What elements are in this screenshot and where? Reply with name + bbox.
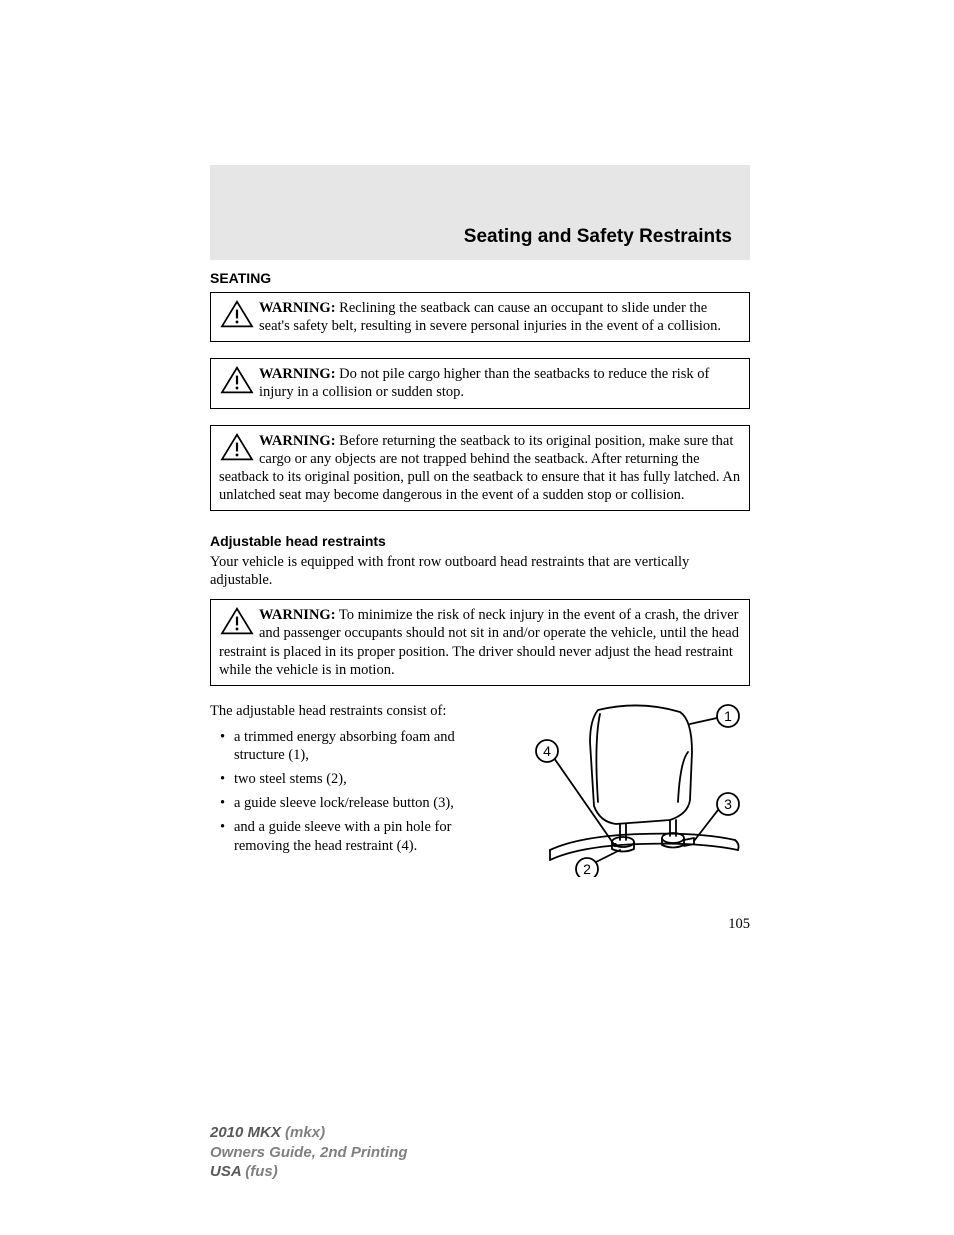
callout-2: 2 [583,861,591,877]
warning-label: WARNING: [259,607,336,623]
footer-line-1: 2010 MKX (mkx) [210,1123,408,1143]
subheading-head-restraints: Adjustable head restraints [210,533,750,549]
warning-triangle-icon [219,299,255,329]
footer-model: 2010 MKX [210,1124,285,1141]
parts-text-column: The adjustable head restraints consist o… [210,702,508,882]
section-heading-seating: SEATING [210,270,750,286]
warning-box: WARNING: To minimize the risk of neck in… [210,599,750,686]
head-restraint-diagram: 1 2 3 4 [520,702,750,877]
page-number: 105 [210,916,750,933]
page-content: Seating and Safety Restraints SEATING WA… [210,165,750,933]
warning-box: WARNING: Reclining the seatback can caus… [210,292,750,342]
list-item: two steel stems (2), [224,770,508,788]
head-restraints-intro: Your vehicle is equipped with front row … [210,553,750,589]
footer-line-2: Owners Guide, 2nd Printing [210,1143,408,1163]
list-item: a trimmed energy absorbing foam and stru… [224,728,508,764]
footer: 2010 MKX (mkx) Owners Guide, 2nd Printin… [210,1123,408,1182]
warning-box: WARNING: Do not pile cargo higher than t… [210,358,750,408]
warning-label: WARNING: [259,433,336,449]
list-item: a guide sleeve lock/release button (3), [224,794,508,812]
footer-region-code: (fus) [245,1163,278,1180]
warning-triangle-icon [219,365,255,395]
warning-triangle-icon [219,606,255,636]
header-band: Seating and Safety Restraints [210,165,750,260]
footer-line-3: USA (fus) [210,1162,408,1182]
callout-4: 4 [543,743,551,759]
warning-triangle-icon [219,432,255,462]
warning-label: WARNING: [259,300,336,316]
parts-row: The adjustable head restraints consist o… [210,702,750,882]
diagram-column: 1 2 3 4 [520,702,750,882]
list-item: and a guide sleeve with a pin hole for r… [224,818,508,854]
parts-intro: The adjustable head restraints consist o… [210,702,508,720]
content-area: SEATING WARNING: Reclining the seatback … [210,260,750,933]
callout-3: 3 [724,796,732,812]
page-title: Seating and Safety Restraints [464,226,732,248]
footer-region: USA [210,1163,245,1180]
callout-1: 1 [724,708,732,724]
footer-model-code: (mkx) [285,1124,325,1141]
warning-box: WARNING: Before returning the seatback t… [210,425,750,512]
warning-label: WARNING: [259,366,336,382]
parts-list: a trimmed energy absorbing foam and stru… [210,728,508,855]
